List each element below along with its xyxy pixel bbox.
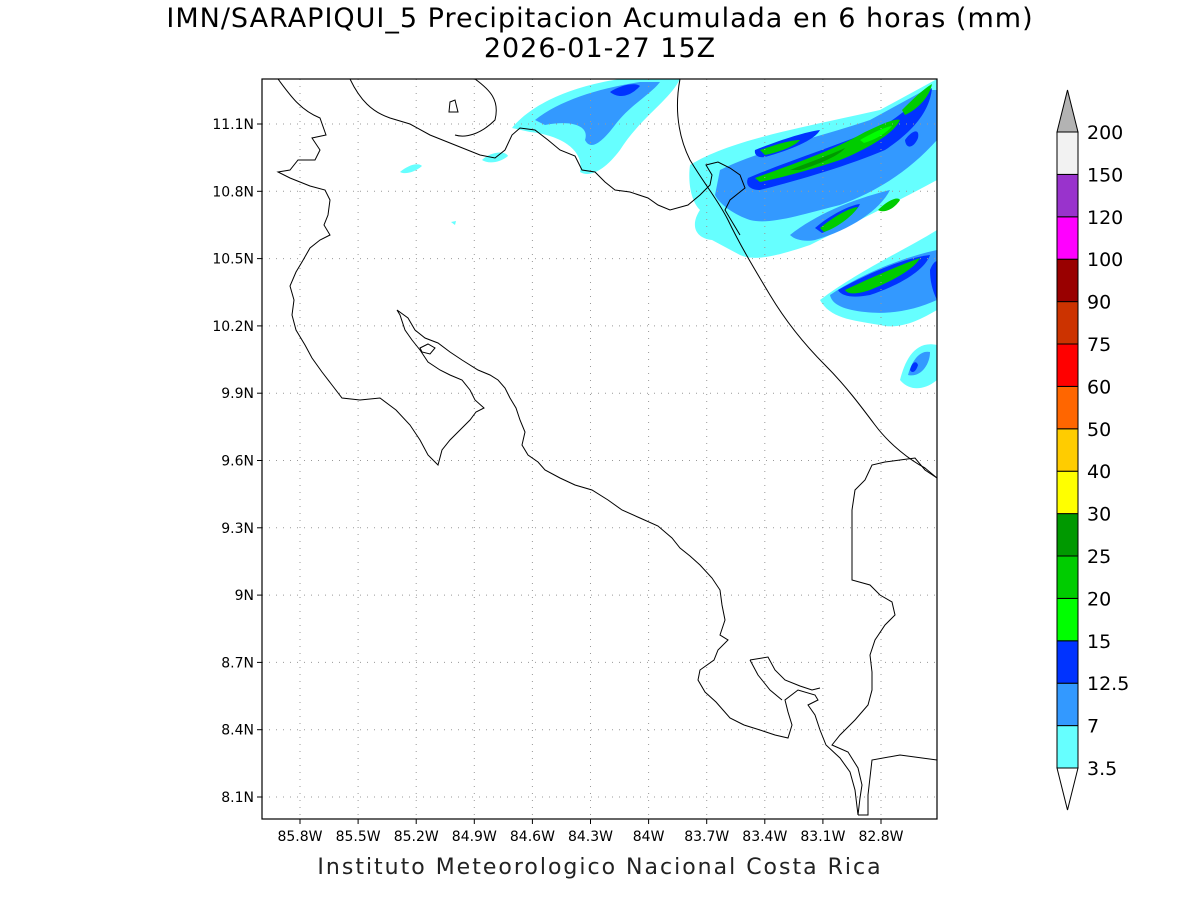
colorbar-label: 3.5 <box>1087 758 1117 780</box>
precip-max-east-green <box>845 258 920 294</box>
colorbar-box <box>1056 555 1079 599</box>
osa-peninsula <box>743 689 859 816</box>
precip-speck-2 <box>400 164 422 174</box>
golfo-dulce-inner <box>749 659 783 701</box>
colorbar-box <box>1056 131 1079 175</box>
precip-max-band3-green <box>760 140 800 155</box>
precip-max-mideast-green <box>820 207 858 232</box>
x-axis: 85.8W 85.5W 85.2W 84.9W 84.6W 84.3W 84W 83.7W 83… <box>277 819 904 845</box>
x-tick-label: 85.2W <box>394 829 439 845</box>
x-tick-label: 83.4W <box>742 829 787 845</box>
colorbar-box <box>1056 682 1079 727</box>
colorbar-label: 100 <box>1087 249 1123 271</box>
x-tick-label: 84.6W <box>510 829 555 845</box>
precip-speck-3 <box>451 221 456 225</box>
x-tick-label: 84.3W <box>568 829 613 845</box>
precip-max-band2-green <box>902 84 932 115</box>
colorbar-box <box>1056 301 1079 345</box>
colorbar-label: 20 <box>1087 588 1111 610</box>
map-grid <box>262 79 937 819</box>
y-tick-label: 9.3N <box>221 521 254 537</box>
y-tick-label: 9.6N <box>221 454 254 470</box>
colorbar-legend: 3.5 7 12.5 15 20 25 30 40 50 60 75 90 100 120 150 200 <box>1056 89 1129 811</box>
x-tick-label: 84W <box>633 829 665 845</box>
y-tick-label: 8.4N <box>221 723 254 739</box>
nicaragua-coast-north <box>276 79 745 726</box>
colorbar-label: 150 <box>1087 164 1123 186</box>
map-frame <box>261 78 938 820</box>
precip-core-se-blue <box>910 362 918 373</box>
colorbar-box <box>1056 343 1079 387</box>
x-tick-label: 85.8W <box>277 829 322 845</box>
coastline-borders <box>276 79 937 816</box>
panama-coast <box>858 754 937 816</box>
x-tick-label: 82.8W <box>858 829 903 845</box>
precip-max-lightcore <box>860 126 892 143</box>
x-tick-label: 83.1W <box>800 829 845 845</box>
colorbar-label: 25 <box>1087 546 1111 568</box>
precip-core-north-blue <box>610 84 640 97</box>
y-tick-label: 11.1N <box>212 117 254 133</box>
y-tick-label: 9.9N <box>221 386 254 402</box>
precip-core-ne-edge-blue <box>905 131 919 147</box>
y-tick-label: 10.8N <box>212 184 254 200</box>
precipitation-field <box>400 79 937 389</box>
colorbar-box <box>1056 470 1079 515</box>
precip-max-band1-green <box>755 119 900 182</box>
colorbar-box <box>1056 513 1079 557</box>
y-tick-label: 9N <box>235 588 254 604</box>
y-tick-label: 8.7N <box>221 655 254 671</box>
gulf-island <box>419 343 436 355</box>
lake-nicaragua-shore <box>349 79 746 236</box>
y-axis: 11.1N 10.8N 10.5N 10.2N 9.9N 9.6N 9.3N 9N 8.7N 8.… <box>212 117 262 806</box>
colorbar-box <box>1056 725 1079 769</box>
y-tick-label: 10.5N <box>212 252 254 268</box>
colorbar-label: 120 <box>1087 207 1123 229</box>
colorbar-label: 90 <box>1087 292 1111 314</box>
precip-area-north-medium <box>535 82 660 145</box>
caribbean-coast <box>676 79 937 479</box>
colorbar-box <box>1056 216 1079 260</box>
colorbar-label: 40 <box>1087 461 1111 483</box>
map-title-line1: IMN/SARAPIQUI_5 Precipitacion Acumulada … <box>166 3 1034 34</box>
colorbar-label: 7 <box>1087 716 1099 738</box>
colorbar-label: 30 <box>1087 504 1111 526</box>
colorbar-upper-triangle <box>1056 89 1079 133</box>
panama-border <box>831 457 937 816</box>
colorbar-box <box>1056 173 1079 218</box>
colorbar-label: 12.5 <box>1087 673 1129 695</box>
colorbar-label: 200 <box>1087 122 1123 144</box>
colorbar-box <box>1056 258 1079 303</box>
y-tick-label: 10.2N <box>212 319 254 335</box>
precip-core-farseast-blue <box>930 261 937 300</box>
colorbar-label: 15 <box>1087 631 1111 653</box>
precip-max-ne-green <box>878 198 900 212</box>
y-tick-label: 8.1N <box>221 790 254 806</box>
colorbar-lower-triangle <box>1056 767 1079 811</box>
x-tick-label: 83.7W <box>684 829 729 845</box>
island-small <box>448 99 459 113</box>
x-tick-label: 84.9W <box>452 829 497 845</box>
colorbar-box <box>1056 428 1079 472</box>
colorbar-label: 75 <box>1087 334 1111 356</box>
golfo-dulce-shore <box>749 656 821 691</box>
colorbar-box <box>1056 597 1079 642</box>
lake-shore-north <box>454 79 497 137</box>
colorbar-box <box>1056 385 1079 430</box>
map-title-line2: 2026-01-27 15Z <box>483 33 717 64</box>
colorbar-label: 60 <box>1087 376 1111 398</box>
colorbar-box <box>1056 640 1079 684</box>
footer-credit: Instituto Meteorologico Nacional Costa R… <box>317 855 883 880</box>
colorbar-label: 50 <box>1087 419 1111 441</box>
x-tick-label: 85.5W <box>336 829 381 845</box>
